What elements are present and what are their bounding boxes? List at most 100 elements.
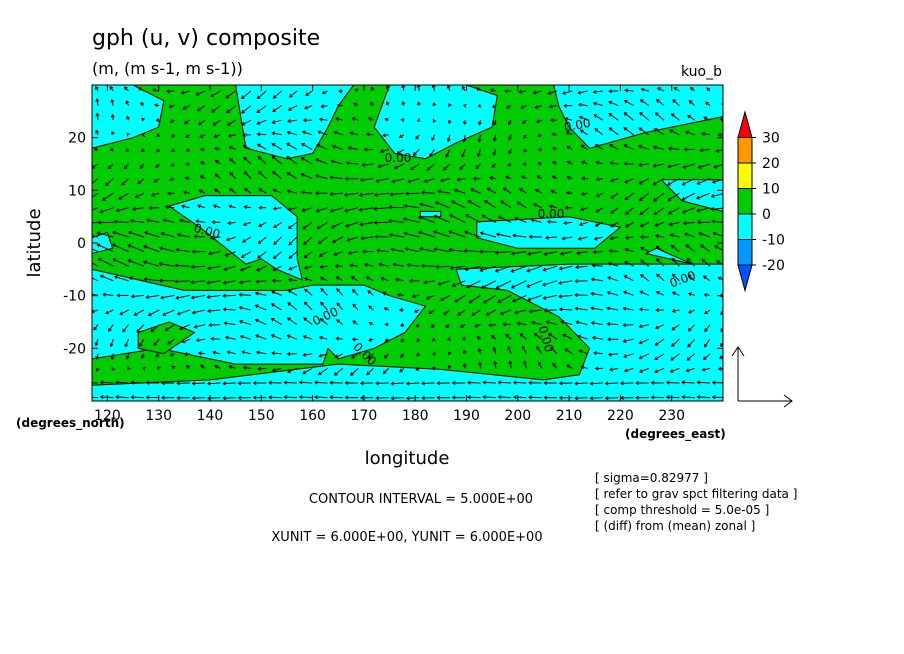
wind-vector [318, 117, 328, 122]
wind-vector [206, 265, 221, 271]
axis-ticks: 120 130 140 150 160 170 180 190 200 210 220 230 20 10… [63, 85, 723, 424]
wind-vector [604, 396, 619, 401]
wind-vector [684, 232, 695, 238]
wind-vector [609, 236, 619, 241]
wind-vector [343, 192, 359, 197]
wind-vector [566, 175, 573, 180]
wind-vector [667, 192, 680, 202]
wind-vector [480, 280, 497, 289]
wind-vector [451, 395, 466, 400]
wind-vector [127, 366, 131, 370]
wind-vector [516, 321, 527, 326]
wind-vector [288, 236, 298, 246]
wind-vector [167, 191, 175, 196]
wind-vector [518, 89, 527, 94]
wind-vector [650, 395, 665, 400]
wind-vector [396, 292, 405, 297]
x-tick-label: 160 [299, 408, 326, 424]
wind-vector [526, 280, 542, 288]
wind-vector [363, 262, 374, 267]
y-tick-label: -20 [63, 341, 86, 357]
wind-vector [344, 395, 359, 400]
wind-vector [652, 145, 665, 150]
wind-vector [344, 380, 359, 385]
wind-vector [319, 335, 328, 340]
wind-vector [467, 200, 481, 209]
wind-vector [593, 236, 604, 241]
wind-vector [143, 244, 160, 253]
note-sigma: [ sigma=0.82977 ] [595, 471, 708, 485]
wind-vector [477, 347, 482, 354]
wind-vector [212, 350, 221, 355]
wind-vector [271, 278, 282, 283]
wind-vector [176, 381, 190, 386]
wind-vector [169, 119, 175, 123]
wind-vector [366, 368, 374, 376]
wind-vector [495, 232, 512, 238]
wind-vector [388, 205, 405, 210]
wind-vector [574, 396, 588, 401]
wind-vector [190, 264, 206, 269]
wind-vector [415, 367, 420, 371]
wind-vector [241, 119, 252, 126]
wind-vector [286, 172, 298, 180]
wind-vector [462, 134, 467, 143]
wind-vector [95, 353, 100, 360]
wind-vector [243, 171, 252, 179]
wind-vector [594, 221, 604, 227]
wind-vector [141, 117, 146, 122]
wind-vector [653, 192, 665, 202]
negative-region [553, 85, 723, 149]
wind-vector [489, 88, 496, 93]
wind-vector [619, 395, 634, 400]
wind-vector [258, 205, 267, 210]
wind-vector [437, 280, 451, 286]
wind-vector [495, 280, 512, 289]
wind-vector [271, 155, 282, 165]
wind-vector [378, 262, 389, 267]
wind-vector [426, 163, 435, 171]
wind-vector [365, 132, 374, 137]
wind-vector [430, 324, 435, 328]
wind-vector [160, 294, 175, 300]
wind-vector [543, 395, 557, 400]
wind-vector [703, 292, 711, 297]
x-axis-label: longitude [365, 448, 450, 469]
wind-vector [254, 304, 267, 311]
wind-vector [302, 118, 313, 123]
wind-vector [226, 119, 236, 126]
wind-vector [384, 322, 389, 327]
wind-vector [431, 337, 436, 342]
wind-vector [465, 214, 481, 223]
wind-vector [360, 236, 374, 241]
wind-vector [497, 294, 512, 304]
wind-vector [563, 221, 573, 226]
wind-vector [257, 155, 267, 165]
wind-vector [624, 260, 634, 267]
wind-vector [681, 394, 695, 400]
wind-vector [242, 365, 252, 370]
colorbar-segment [737, 137, 753, 164]
wind-vector [685, 367, 695, 373]
wind-vector [472, 176, 481, 181]
wind-vector [181, 338, 190, 344]
wind-vector [256, 105, 267, 113]
negative-region [419, 210, 442, 218]
x-tick-label: 150 [248, 408, 275, 424]
wind-vector [320, 276, 328, 282]
wind-vector [184, 119, 191, 125]
wind-vector [256, 119, 267, 125]
wind-vector [111, 243, 129, 253]
wind-vector [283, 380, 297, 385]
wind-vector [115, 380, 129, 385]
wind-vector [286, 156, 298, 165]
wind-vector [423, 280, 435, 285]
wind-vector [317, 130, 328, 136]
wind-vector [168, 104, 175, 109]
wind-vector [437, 189, 450, 194]
wind-vector [445, 324, 451, 328]
wind-vector [590, 320, 603, 326]
wind-vector [206, 309, 221, 314]
wind-vector [638, 353, 650, 360]
wind-vector [206, 280, 221, 285]
